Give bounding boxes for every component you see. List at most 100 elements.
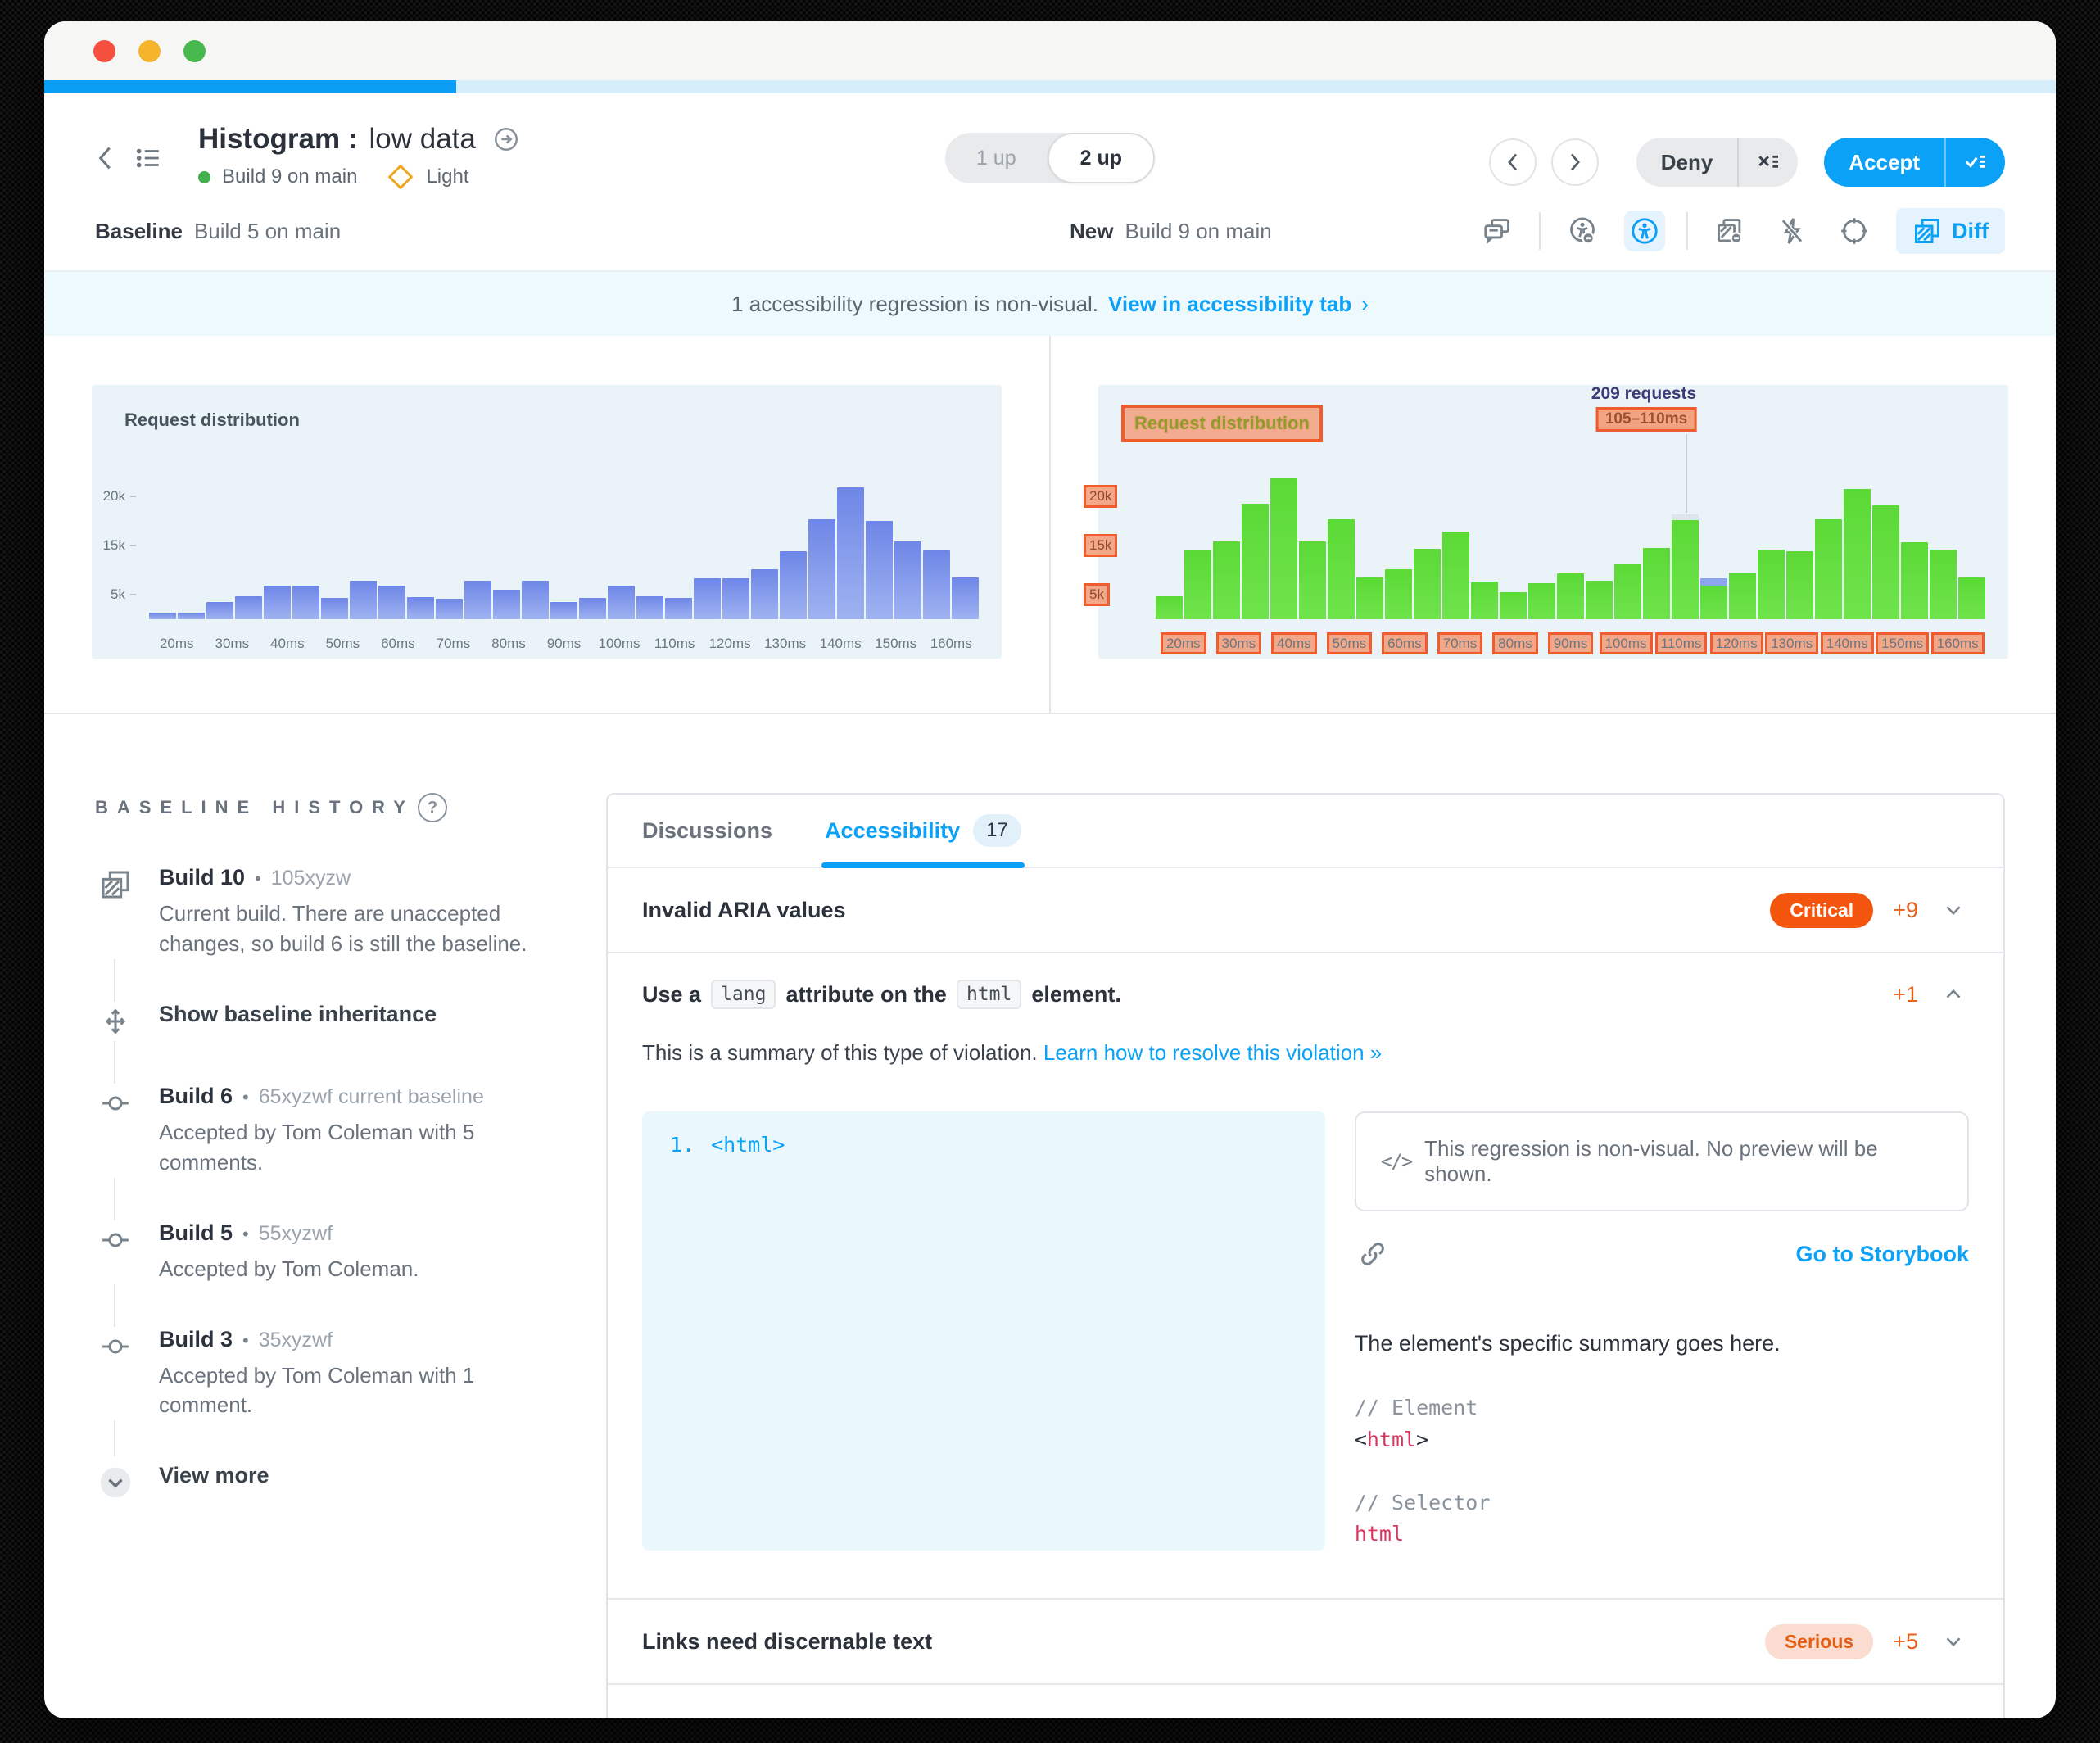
histogram-bar-diff (1643, 396, 1670, 619)
baseline-snapshot[interactable]: Request distribution 5k 15k 20k 20ms 30ms 40… (92, 385, 1002, 659)
tick-mark (130, 496, 136, 498)
y-tick-label: 15k (103, 537, 136, 554)
lower-content: BASELINE HISTORY ? Build 10 • 105xyzw Curre… (44, 714, 2056, 1718)
histogram-bar (808, 519, 835, 619)
build-title[interactable]: Build 5 (159, 1220, 233, 1245)
next-change-button[interactable] (1550, 138, 1599, 186)
back-button[interactable] (95, 144, 116, 172)
histogram-bar (464, 581, 491, 619)
histogram-bar (665, 598, 692, 619)
histogram-bar (493, 590, 520, 619)
show-accepted-rules-link[interactable]: Show 3 previously accepted rules and 1 i… (1039, 1715, 1551, 1719)
build-hash: 55xyzwf (258, 1221, 333, 1245)
close-window-button[interactable] (93, 39, 115, 62)
accessibility-off-icon[interactable] (1562, 211, 1603, 251)
zoom-window-button[interactable] (183, 39, 206, 62)
diff-highlight-bar (1758, 550, 1785, 619)
chart-title: Request distribution (124, 410, 300, 430)
diff-highlight-bar (1729, 573, 1756, 619)
rule-row-invalid-aria[interactable]: Invalid ARIA values Critical +9 (608, 868, 2003, 953)
history-item-title-line: Show baseline inheritance (159, 1002, 437, 1027)
snapshot-off-icon[interactable] (1709, 211, 1750, 251)
history-item-content: Build 3 • 35xyzwf Accepted by Tom Coleman w… (159, 1327, 554, 1421)
deny-batch-button[interactable] (1737, 138, 1798, 187)
histogram-bar-diff (1270, 396, 1297, 619)
deny-button[interactable]: Deny (1660, 149, 1713, 174)
chevron-down-icon[interactable] (1938, 1626, 1969, 1657)
open-story-icon[interactable] (492, 125, 520, 153)
accept-button[interactable]: Accept (1849, 149, 1920, 174)
resolve-violation-link[interactable]: Learn how to resolve this violation » (1043, 1040, 1383, 1065)
y-tick-label: 20k (103, 488, 136, 505)
commit-icon (95, 1083, 136, 1178)
new-panel: Request distribution 5k 15k 20k 209 reques… (1049, 336, 2056, 713)
histogram-bar-diff (1614, 396, 1641, 619)
histogram-bar (436, 599, 463, 619)
history-item-title-line: View more (159, 1463, 269, 1488)
accept-split-button: Accept (1824, 138, 2005, 187)
go-to-storybook-link[interactable]: Go to Storybook (1795, 1241, 1970, 1266)
history-action-label[interactable]: View more (159, 1463, 269, 1488)
histogram-bar (235, 596, 262, 619)
accessibility-icon[interactable] (1624, 211, 1666, 251)
violating-element-row[interactable]: 1. <html> (642, 1111, 1325, 1551)
previous-change-button[interactable] (1488, 138, 1537, 186)
build-title[interactable]: Build 3 (159, 1326, 233, 1351)
histogram-bar (608, 586, 635, 619)
history-item-body: Accepted by Tom Coleman with 1 comment. (159, 1362, 475, 1418)
tab-discussions[interactable]: Discussions (642, 795, 772, 867)
x-tick-label: 30ms (215, 636, 250, 651)
diff-highlight-bar (1872, 505, 1899, 619)
minimize-window-button[interactable] (138, 39, 161, 62)
toolbar-divider (1539, 212, 1541, 250)
accept-batch-button[interactable] (1944, 138, 2005, 187)
flash-off-icon[interactable] (1772, 211, 1813, 251)
story-list-icon[interactable] (134, 144, 162, 172)
view-2up-button[interactable]: 2 up (1047, 133, 1156, 183)
baseline-history-heading: BASELINE HISTORY ? (95, 793, 554, 822)
tab-accessibility[interactable]: Accessibility 17 (821, 795, 1025, 868)
history-item-title-line: Build 10 • 105xyzw (159, 865, 554, 890)
baseline-build: Build 5 on main (193, 218, 342, 243)
banner-chevron[interactable]: › (1361, 291, 1369, 316)
histogram-bar (694, 578, 721, 619)
histogram-bar (407, 597, 434, 619)
focus-target-icon[interactable] (1834, 211, 1875, 251)
copy-link-icon[interactable] (1355, 1236, 1391, 1272)
new-snapshot-diff[interactable]: Request distribution 5k 15k 20k 209 reques… (1084, 384, 2008, 659)
baseline-label: Baseline (95, 218, 183, 243)
view-1up-button[interactable]: 1 up (945, 133, 1048, 183)
diff-highlight-bar (1586, 581, 1613, 619)
help-icon[interactable]: ? (417, 793, 447, 822)
x-tick-label: 150ms (875, 636, 917, 651)
baseline-history-sidebar: BASELINE HISTORY ? Build 10 • 105xyzw Curre… (95, 793, 554, 1545)
element-code-block: // Element <html> // Selector html (1354, 1396, 1491, 1546)
diff-highlight-box: 160ms (1930, 632, 1985, 654)
severity-badge-critical: Critical (1770, 892, 1874, 928)
chevron-down-icon[interactable] (1938, 894, 1969, 926)
build-status-dot (198, 170, 210, 183)
bullet: • (242, 1086, 249, 1107)
diff-highlight-box: 80ms (1492, 632, 1538, 654)
history-item: Build 3 • 35xyzwf Accepted by Tom Coleman w… (95, 1326, 554, 1421)
histogram-bar-diff (1786, 396, 1813, 619)
x-tick-label: 60ms (1377, 632, 1432, 654)
diff-highlight-bar (1930, 550, 1957, 619)
build-title[interactable]: Build 10 (159, 865, 246, 890)
accessibility-banner: 1 accessibility regression is non-visual… (44, 270, 2056, 336)
build-title[interactable]: Build 6 (159, 1083, 233, 1108)
history-item-title-line: Build 6 • 65xyzwf current baseline (159, 1084, 554, 1109)
tooltip-bucket: 105–110ms (1595, 407, 1697, 432)
rule-row-links-text[interactable]: Links need discernable text Serious +5 (608, 1600, 2003, 1685)
banner-link[interactable]: View in accessibility tab (1108, 291, 1352, 316)
bullet: • (242, 1329, 249, 1351)
history-action-label[interactable]: Show baseline inheritance (159, 1001, 437, 1026)
diff-toggle-button[interactable]: Diff (1896, 208, 2005, 254)
checks-card: Discussions Accessibility 17 Invalid ARI… (606, 793, 2005, 1718)
comments-icon[interactable] (1477, 211, 1518, 251)
diff-highlight-bar (1414, 549, 1441, 619)
chevron-up-icon[interactable] (1938, 979, 1969, 1010)
commit-icon (95, 1326, 136, 1421)
diff-highlight-box: 30ms (1215, 632, 1262, 654)
diff-highlight-box: 50ms (1326, 632, 1373, 654)
